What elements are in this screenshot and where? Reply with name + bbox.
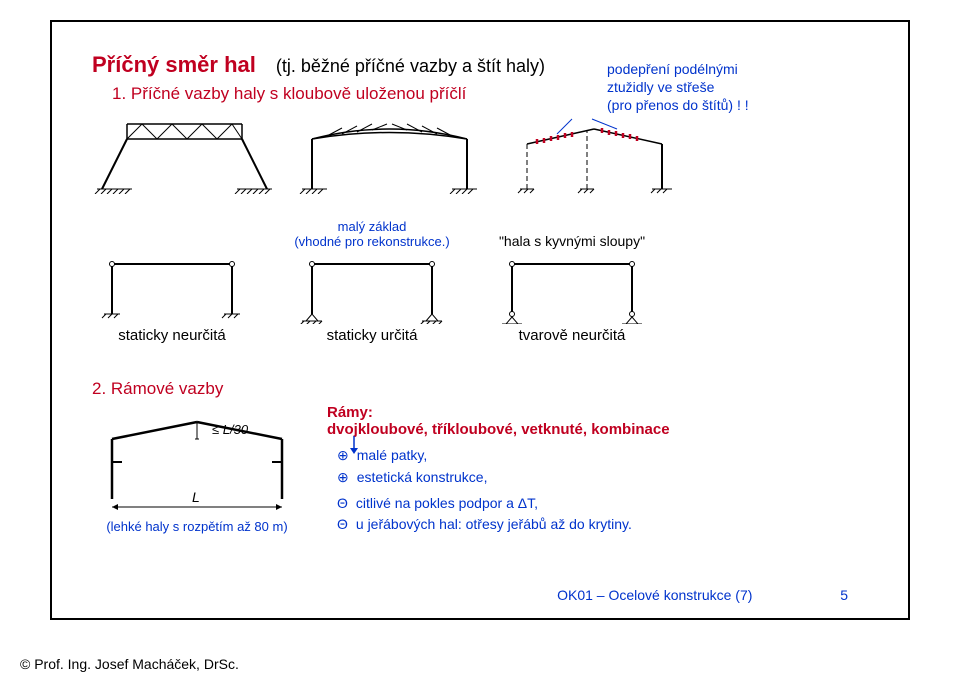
truss-diagram-3 — [502, 114, 687, 194]
section1-sub: 1. Příčné vazby haly s kloubově uloženou… — [112, 84, 868, 104]
frame-text-2: dvojkloubové, tříkloubové, vetknuté, kom… — [327, 421, 670, 438]
col1: staticky neurčitá — [92, 249, 252, 344]
heading-main: Příčný směr hal — [92, 52, 256, 78]
frame-text-1: Rámy: — [327, 404, 670, 421]
blue-note-line: podepření podélnými — [607, 60, 749, 78]
plus-item: estetická konstrukce, — [357, 466, 488, 488]
blue-mid-1: malý základ — [292, 219, 452, 234]
theta-icon: Θ — [337, 514, 348, 535]
col1-label: staticky neurčitá — [92, 327, 252, 344]
section2: 2. Rámové vazby — [92, 379, 868, 535]
theta-icon: Θ — [337, 493, 348, 514]
plus-item: malé patky, — [357, 444, 428, 466]
blue-note-line: (pro přenos do štítů) ! ! — [607, 96, 749, 114]
blue-mid-2: (vhodné pro rekonstrukce.) — [292, 234, 452, 249]
frame-diagram-1 — [92, 249, 252, 324]
truss-diagram-2 — [297, 114, 482, 194]
plus-list: ⊕malé patky, ⊕estetická konstrukce, — [337, 444, 670, 489]
subnote: (lehké haly s rozpětím až 80 m) — [92, 519, 302, 534]
copyright: © Prof. Ing. Josef Macháček, DrSc. — [20, 656, 239, 672]
section2-title: 2. Rámové vazby — [92, 379, 868, 399]
right-label: "hala s kyvnými sloupy" — [492, 233, 652, 249]
l-label: L — [192, 489, 200, 505]
frame-diagram-2 — [292, 249, 452, 324]
blue-note-support: podepření podélnými ztužidly ve střeše (… — [607, 60, 749, 115]
heading-note: (tj. běžné příčné vazby a štít haly) — [276, 56, 545, 77]
col3-label: tvarově neurčitá — [492, 327, 652, 344]
theta-item: citlivé na pokles podpor a ΔT, — [356, 493, 538, 514]
col2: malý základ (vhodné pro rekonstrukce.) — [292, 219, 452, 344]
l30-label: ≤ L/30 — [212, 422, 248, 437]
theta-list: Θ citlivé na pokles podpor a ΔT, Θu jeřá… — [337, 493, 670, 535]
plus-icon: ⊕ — [337, 466, 349, 488]
slide-footer: OK01 – Ocelové konstrukce (7) 5 — [557, 587, 848, 603]
theta-item: u jeřábových hal: otřesy jeřábů až do kr… — [356, 514, 632, 535]
arrow-down-icon — [347, 436, 361, 454]
truss-diagram-1 — [92, 114, 277, 194]
blue-note-line: ztužidly ve střeše — [607, 78, 749, 96]
col2-label: staticky určitá — [292, 327, 452, 344]
col3: "hala s kyvnými sloupy" — [492, 233, 652, 344]
diagram-row-2: staticky neurčitá malý základ (vhodné pr… — [92, 219, 868, 344]
frame-diagram-3 — [492, 249, 652, 324]
heading-row: Příčný směr hal (tj. běžné příčné vazby … — [92, 52, 868, 78]
diagram-row-1 — [92, 114, 868, 194]
